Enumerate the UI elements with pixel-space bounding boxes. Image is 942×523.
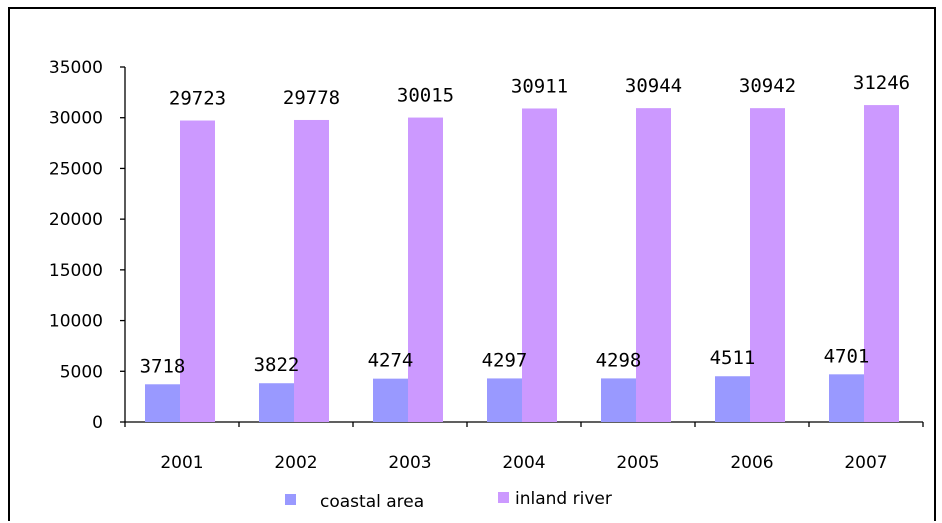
y-axis: 0 5000 10000 15000 20000 25000 30000 35000 xyxy=(49,58,126,433)
bar-inland-river-2005 xyxy=(636,108,671,422)
y-tick-label: 0 xyxy=(92,413,103,433)
legend-swatch-inland-river xyxy=(498,492,509,503)
x-tick-label: 2002 xyxy=(274,453,317,473)
data-label-inland-river-2003: 30015 xyxy=(397,85,454,107)
data-label-coastal-area-2003: 4274 xyxy=(368,350,414,372)
bar-inland-river-2004 xyxy=(522,108,557,422)
bar-coastal-area-2004 xyxy=(487,378,522,422)
x-axis: 2001 2002 2003 2004 2005 2006 2007 xyxy=(124,421,924,473)
bar-coastal-area-2005 xyxy=(601,378,636,422)
legend-label-coastal-area: coastal area xyxy=(320,492,424,512)
bar-coastal-area-2007 xyxy=(829,374,864,422)
x-tick-label: 2004 xyxy=(502,453,545,473)
bar-coastal-area-2003 xyxy=(373,378,408,422)
x-tick-label: 2003 xyxy=(388,453,431,473)
x-tick-label: 2005 xyxy=(616,453,659,473)
data-label-coastal-area-2005: 4298 xyxy=(596,349,642,371)
bar-inland-river-2007 xyxy=(864,105,899,422)
bar-coastal-area-2001 xyxy=(145,384,180,422)
data-label-inland-river-2005: 30944 xyxy=(625,75,682,97)
data-label-inland-river-2004: 30911 xyxy=(511,75,568,97)
x-tick-label: 2007 xyxy=(844,453,887,473)
x-tick-label: 2006 xyxy=(730,453,773,473)
bars xyxy=(145,105,899,423)
legend: coastal area inland river xyxy=(285,489,612,512)
data-label-inland-river-2006: 30942 xyxy=(739,75,796,97)
data-label-coastal-area-2006: 4511 xyxy=(710,347,756,369)
y-tick-label: 35000 xyxy=(49,58,103,78)
data-label-inland-river-2001: 29723 xyxy=(169,88,226,110)
bar-coastal-area-2006 xyxy=(715,376,750,422)
legend-swatch-coastal-area xyxy=(285,494,296,505)
y-tick-label: 10000 xyxy=(49,312,103,332)
data-label-coastal-area-2002: 3822 xyxy=(254,354,300,376)
bar-inland-river-2002 xyxy=(294,119,329,422)
data-label-coastal-area-2007: 4701 xyxy=(824,345,870,367)
bar-inland-river-2001 xyxy=(180,120,215,422)
data-label-inland-river-2002: 29778 xyxy=(283,87,340,109)
bar-coastal-area-2002 xyxy=(259,383,294,422)
y-tick-label: 20000 xyxy=(49,210,103,230)
data-label-coastal-area-2001: 3718 xyxy=(140,355,186,377)
y-tick-label: 25000 xyxy=(49,159,103,179)
y-tick-label: 15000 xyxy=(49,261,103,281)
data-label-inland-river-2007: 31246 xyxy=(853,72,910,94)
data-label-coastal-area-2004: 4297 xyxy=(482,349,528,371)
bar-inland-river-2006 xyxy=(750,108,785,422)
bar-inland-river-2003 xyxy=(408,117,443,423)
legend-label-inland-river: inland river xyxy=(515,489,612,509)
y-tick-label: 5000 xyxy=(60,362,103,382)
data-labels: 3718 29723 3822 29778 4274 30015 4297 30911 4298… xyxy=(140,72,910,377)
x-tick-label: 2001 xyxy=(160,453,203,473)
y-tick-label: 30000 xyxy=(49,109,103,129)
